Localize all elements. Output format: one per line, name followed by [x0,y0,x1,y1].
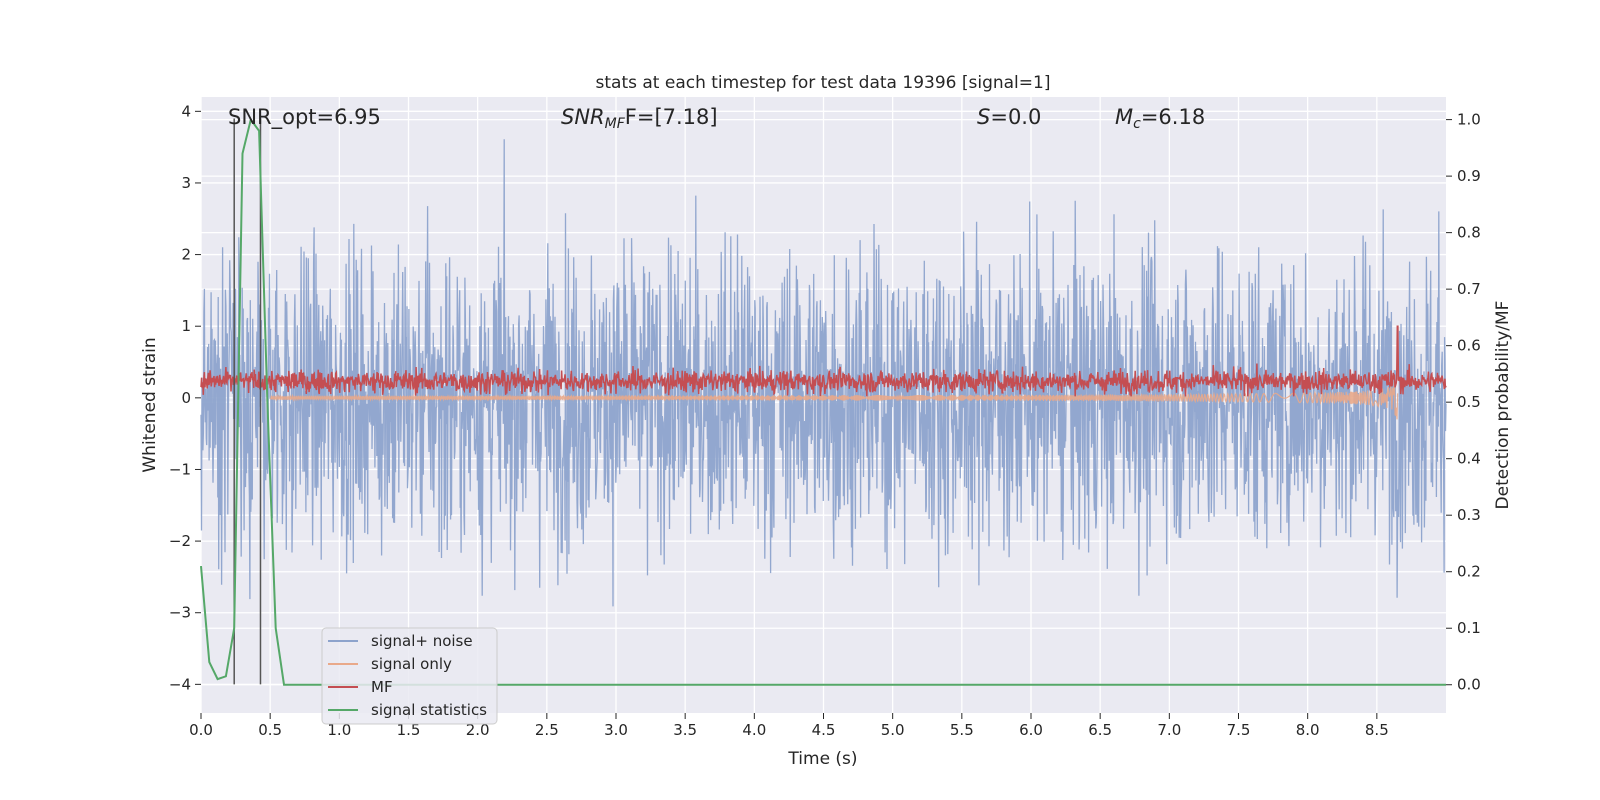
x-ticks: 0.0 0.5 1.0 1.5 2.0 2.5 3.0 3.5 4.0 4.5 5.0 5.5 6.0 6… [189,713,1389,739]
x-tick-label: 6.5 [1088,721,1112,739]
y2-tick-label: 0.9 [1457,167,1481,185]
annotation-s-name: S [977,105,990,129]
x-tick-label: 4.0 [742,721,766,739]
legend-label-signal-statistics: signal statistics [371,701,487,719]
signal-only-line [269,381,1399,420]
annotation-s-value: =0.0 [990,105,1041,129]
legend: signal+ noise signal only MF signal stat… [321,627,498,725]
y-axis-title: Whitened strain [140,337,160,472]
x-tick-label: 8.5 [1365,721,1389,739]
x-tick-label: 5.0 [881,721,905,739]
x-tick-label: 2.0 [466,721,490,739]
x-tick-label: 8.0 [1296,721,1320,739]
y-tick-label: −3 [169,604,191,622]
annotation-snr-mf-value: F=[7.18] [625,105,718,129]
y2-axis-title: Detection probability/MF [1493,301,1513,510]
series-signal-noise [200,139,1447,607]
x-tick-label: 0.0 [189,721,213,739]
x-axis-title: Time (s) [787,749,857,769]
legend-label-signal-noise: signal+ noise [371,632,473,650]
annotation-mc-sub: c [1133,116,1141,132]
x-tick-label: 1.5 [397,721,421,739]
x-tick-label: 6.0 [1019,721,1043,739]
series-signal-only [269,381,1399,420]
series-signal-statistics [200,117,1446,686]
annotation-mc: Mc=6.18 [1115,105,1205,132]
y2-tick-label: 0.3 [1457,506,1481,524]
y-tick-label: 2 [181,246,191,264]
chart-title: stats at each timestep for test data 193… [596,73,1051,93]
annotation-mc-name: M [1115,105,1133,129]
y-ticks: 4 3 2 1 0 −1 −2 −3 −4 [169,102,201,693]
signal-noise-line [200,139,1447,607]
annotation-s: S=0.0 [977,105,1041,129]
legend-label-mf: MF [371,678,393,696]
y-tick-label: 0 [181,389,191,407]
x-tick-label: 4.5 [812,721,836,739]
signal-statistics-line [200,117,1446,686]
y2-tick-label: 1.0 [1457,111,1481,129]
series-mf [200,325,1447,397]
x-tick-label: 7.0 [1157,721,1181,739]
y2-tick-label: 0.2 [1457,563,1481,581]
mf-line [200,325,1447,397]
x-tick-label: 1.0 [327,721,351,739]
annotation-snr-opt: SNR_opt=6.95 [228,105,381,130]
annotation-snr-mf-sub: MF [605,116,626,132]
y-tick-label: −4 [169,675,191,693]
x-tick-label: 0.5 [258,721,282,739]
y2-tick-label: 0.6 [1457,337,1481,355]
y2-tick-label: 0.7 [1457,280,1481,298]
y2-tick-label: 0.8 [1457,224,1481,242]
legend-label-signal-only: signal only [371,655,452,673]
y2-ticks: 1.0 0.9 0.8 0.7 0.6 0.5 0.4 0.3 0.2 0.1 0.0 [1446,111,1481,694]
y-tick-label: −1 [169,460,191,478]
y2-tick-label: 0.1 [1457,619,1481,637]
y-tick-label: −2 [169,532,191,550]
x-tick-label: 5.5 [950,721,974,739]
x-tick-label: 7.5 [1227,721,1251,739]
annotation-snr-mf: SNRMFF=[7.18] [561,105,718,132]
y2-tick-label: 0.0 [1457,676,1481,694]
x-tick-label: 3.0 [604,721,628,739]
legend-box [321,627,498,725]
x-tick-label: 3.5 [673,721,697,739]
y2-tick-label: 0.4 [1457,450,1481,468]
y-tick-label: 3 [181,174,191,192]
y2-tick-label: 0.5 [1457,393,1481,411]
annotation-mc-value: =6.18 [1141,105,1205,129]
x-tick-label: 2.5 [535,721,559,739]
y-tick-label: 1 [181,317,191,335]
annotation-snr-mf-name: SNR [561,105,605,129]
y-tick-label: 4 [181,102,191,120]
